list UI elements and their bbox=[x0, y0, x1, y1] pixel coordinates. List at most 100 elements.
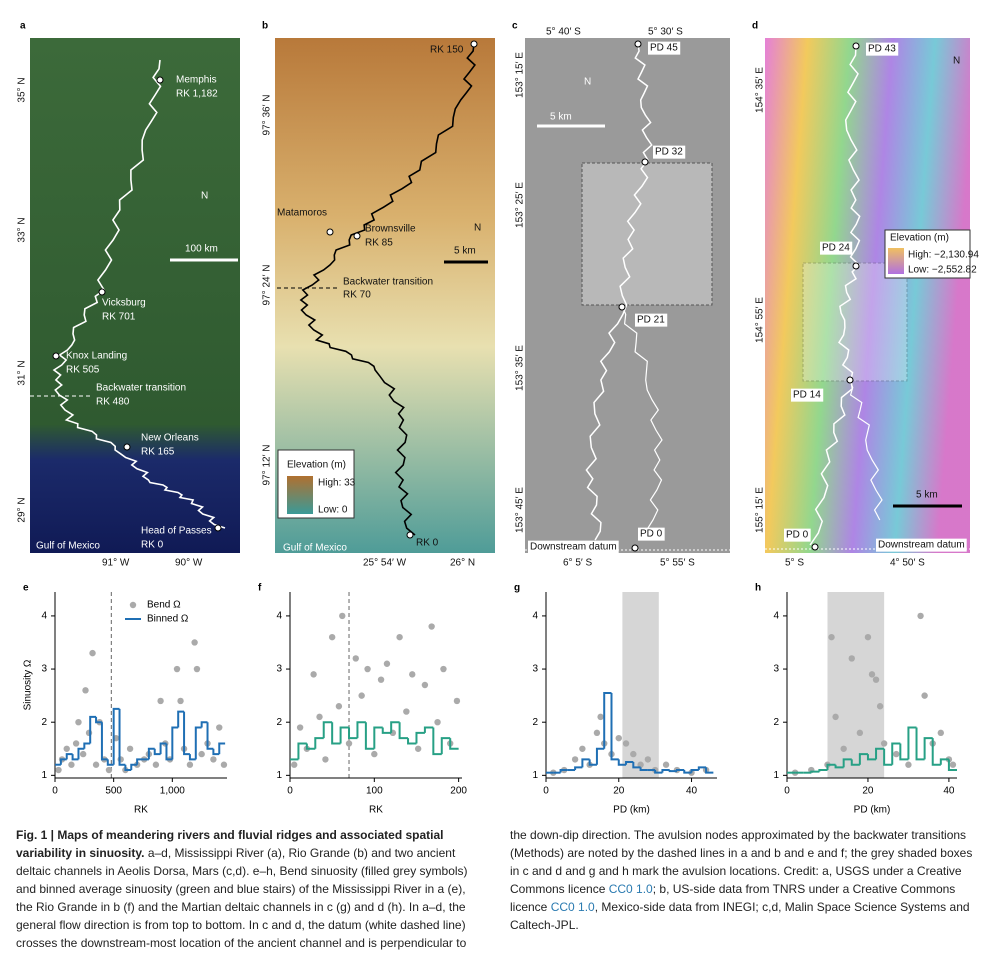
map-label: N bbox=[953, 56, 960, 67]
map-label: Backwater transition bbox=[96, 383, 186, 394]
binned-step bbox=[875, 747, 885, 760]
legend-marker bbox=[129, 601, 137, 609]
map-label: PD 32 bbox=[655, 147, 683, 158]
x-tick-label: 20 bbox=[613, 786, 625, 797]
binned-step bbox=[218, 742, 226, 755]
panel-letter: h bbox=[755, 583, 761, 594]
bend-point bbox=[89, 649, 96, 657]
label-box bbox=[635, 313, 668, 327]
x-tick-label: 0 bbox=[287, 786, 293, 797]
binned-step bbox=[675, 769, 685, 772]
bend-point bbox=[371, 750, 378, 758]
bend-point bbox=[335, 703, 343, 710]
binned-step bbox=[100, 722, 108, 761]
binned-step bbox=[697, 766, 707, 771]
bend-point bbox=[905, 761, 912, 768]
bend-point bbox=[434, 719, 441, 726]
binned-step bbox=[632, 762, 641, 769]
y-tick-label: 4 bbox=[41, 611, 47, 622]
x-tick-label: 40 bbox=[943, 786, 955, 797]
licence-link[interactable]: CC0 1.0 bbox=[608, 882, 653, 896]
binned-step bbox=[106, 759, 114, 766]
licence-link[interactable]: CC0 1.0 bbox=[550, 900, 595, 914]
x-tick-label: 500 bbox=[105, 786, 122, 797]
binned-step bbox=[690, 769, 699, 773]
bend-point bbox=[409, 671, 416, 678]
bend-point bbox=[210, 756, 217, 763]
bend-point bbox=[220, 761, 228, 768]
binned-step bbox=[842, 758, 852, 768]
caption-text: , Mexico-side data from INEGI; c,d, Mali… bbox=[510, 900, 970, 932]
label-box bbox=[528, 540, 619, 554]
y-tick-label: 1 bbox=[41, 770, 47, 781]
binned-step bbox=[83, 742, 91, 749]
site-marker bbox=[641, 158, 649, 166]
binned-step bbox=[206, 722, 214, 750]
binned-step bbox=[71, 754, 79, 761]
bend-point bbox=[177, 697, 184, 705]
bend-point bbox=[75, 719, 82, 726]
bend-point bbox=[193, 665, 201, 673]
binned-step bbox=[314, 737, 324, 749]
bend-point bbox=[593, 729, 601, 737]
bend-point bbox=[440, 665, 447, 673]
y-tick-label: 4 bbox=[773, 611, 779, 622]
river bbox=[621, 304, 663, 541]
map-label: Knox Landing bbox=[66, 351, 127, 362]
site-marker bbox=[353, 232, 361, 240]
site-marker bbox=[811, 543, 819, 551]
bend-point bbox=[421, 681, 429, 689]
map-label: RK 70 bbox=[343, 290, 371, 301]
bend-point bbox=[82, 687, 89, 694]
y-axis-label: Sinuosity Ω bbox=[23, 659, 34, 710]
binned-step bbox=[574, 766, 583, 771]
panel-letter: g bbox=[514, 583, 520, 594]
map-label: Low: −2,552.82 bbox=[908, 265, 977, 276]
caption-title: Maps of meandering rivers and fluvial ri… bbox=[16, 828, 444, 860]
bend-point bbox=[198, 750, 205, 758]
binned-step bbox=[130, 763, 138, 771]
x-tick-label: 0 bbox=[784, 786, 790, 797]
binned-step bbox=[95, 716, 102, 724]
map-label: 100 km bbox=[185, 244, 218, 255]
map-label: Backwater transition bbox=[343, 277, 433, 288]
y-tick-label: 2 bbox=[276, 717, 282, 728]
site-marker bbox=[470, 40, 478, 48]
binned-step bbox=[407, 738, 417, 745]
y-tick-label: 4 bbox=[276, 611, 282, 622]
x-axis-label: PD (km) bbox=[854, 805, 891, 816]
river bbox=[585, 43, 653, 541]
y-tick-label: 3 bbox=[773, 664, 779, 675]
map-label: Head of Passes bbox=[141, 526, 212, 537]
legend-label: Bend Ω bbox=[147, 600, 181, 611]
coordinate-label: 31° N bbox=[17, 360, 28, 385]
map-label: 5 km bbox=[550, 112, 572, 123]
binned-step bbox=[194, 726, 202, 760]
bend-point bbox=[339, 612, 346, 620]
bend-point bbox=[310, 671, 317, 678]
coordinate-label: 33° N bbox=[17, 217, 28, 242]
binned-step bbox=[381, 727, 392, 734]
site-marker bbox=[631, 544, 639, 552]
binned-step bbox=[810, 770, 820, 773]
binned-step bbox=[118, 708, 126, 766]
bend-point bbox=[579, 745, 586, 752]
binned-step bbox=[559, 769, 568, 773]
map-label: RK 150 bbox=[430, 45, 464, 56]
site-marker bbox=[156, 76, 164, 84]
coordinate-label: 35° N bbox=[17, 77, 28, 102]
coordinate-label: 97° 36′ N bbox=[262, 95, 273, 136]
x-tick-label: 0 bbox=[52, 786, 58, 797]
map-label: RK 1,182 bbox=[176, 89, 218, 100]
bend-point bbox=[55, 766, 62, 774]
figure: a 35° N 33° N 31° N 29° N 91° W 90° W Memphis RK… bbox=[17, 21, 980, 816]
binned-step bbox=[159, 742, 167, 755]
map-label: 25° 54′ W bbox=[363, 558, 407, 569]
x-axis-label: RK bbox=[369, 805, 383, 816]
x-tick-label: 100 bbox=[366, 786, 383, 797]
y-tick-label: 3 bbox=[276, 664, 282, 675]
binned-step bbox=[661, 769, 670, 773]
bend-point bbox=[868, 671, 876, 678]
binned-step bbox=[818, 769, 828, 772]
map-label: 5° 30′ S bbox=[648, 27, 683, 38]
